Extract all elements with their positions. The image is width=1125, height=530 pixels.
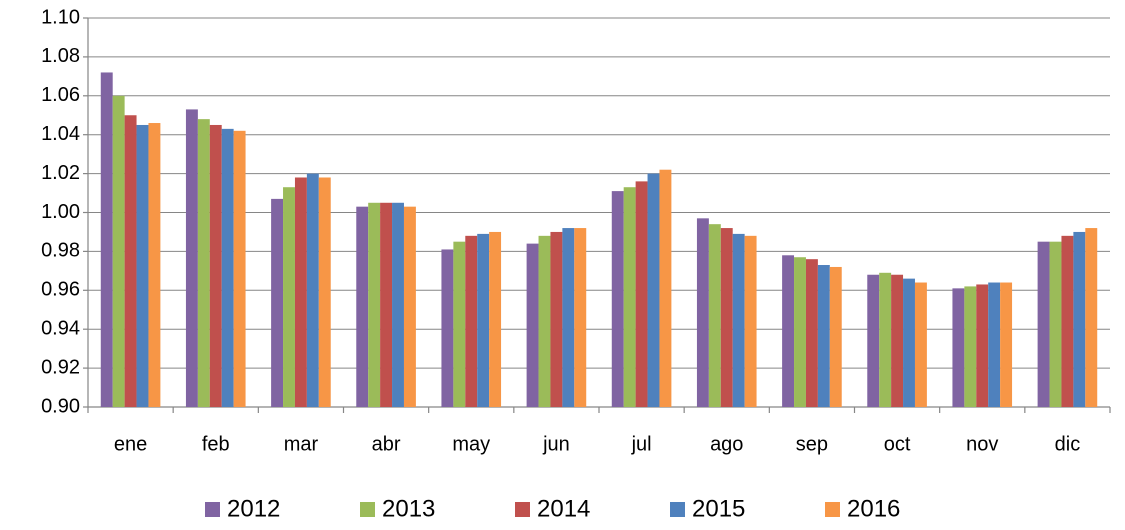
y-tick-label: 1.00: [41, 201, 80, 223]
y-tick-label: 0.94: [41, 317, 80, 339]
bar: [221, 128, 234, 408]
y-tick-label: 0.96: [41, 279, 80, 301]
bar: [318, 177, 331, 407]
bar: [720, 228, 733, 407]
legend-swatch: [515, 502, 530, 517]
bar: [148, 123, 161, 407]
bar: [964, 286, 977, 407]
bar: [914, 282, 927, 407]
bar: [976, 284, 989, 407]
bar: [635, 181, 648, 407]
y-tick-label: 1.06: [41, 84, 80, 106]
bar: [952, 288, 965, 407]
x-tick-label: feb: [202, 433, 230, 455]
bar: [538, 235, 551, 407]
bar: [185, 109, 198, 407]
legend-swatch: [670, 502, 685, 517]
bar: [867, 274, 880, 407]
x-tick-label: mar: [284, 433, 319, 455]
y-tick-label: 0.90: [41, 395, 80, 417]
bar: [100, 72, 113, 408]
bar: [271, 198, 284, 407]
bar: [356, 206, 369, 407]
bar: [696, 218, 709, 407]
y-tick-label: 1.08: [41, 45, 80, 67]
bar: [732, 233, 745, 407]
bar: [550, 231, 563, 407]
x-tick-label: jun: [542, 433, 570, 455]
bar: [794, 257, 806, 407]
x-tick-label: abr: [372, 433, 401, 455]
bar: [562, 228, 575, 407]
bar: [283, 187, 295, 407]
legend-label: 2014: [537, 495, 590, 522]
bar: [659, 169, 672, 407]
bar: [891, 274, 904, 407]
y-tick-label: 1.04: [41, 123, 80, 145]
bar: [1061, 235, 1074, 407]
bar: [744, 235, 757, 407]
y-tick-label: 0.98: [41, 240, 80, 262]
bar: [805, 259, 818, 407]
bar: [623, 187, 636, 407]
bar: [306, 173, 319, 407]
legend-swatch: [825, 502, 840, 517]
bar: [903, 278, 915, 407]
x-tick-label: may: [452, 433, 490, 455]
bar: [233, 130, 246, 407]
legend-label: 2013: [382, 495, 435, 522]
bar: [526, 243, 539, 407]
bar: [136, 124, 149, 407]
x-tick-label: oct: [884, 433, 911, 455]
bar: [112, 95, 125, 408]
bar: [611, 191, 624, 407]
x-tick-label: jul: [631, 433, 652, 455]
bar: [441, 249, 454, 407]
legend-label: 2015: [692, 495, 745, 522]
bar: [1085, 228, 1098, 407]
y-tick-label: 1.10: [41, 6, 80, 28]
bar: [124, 115, 137, 407]
bar: [708, 224, 721, 407]
bar: [465, 235, 478, 407]
bar: [574, 228, 587, 407]
bar: [647, 173, 660, 407]
y-tick-label: 1.02: [41, 162, 80, 184]
x-tick-label: sep: [796, 433, 828, 455]
x-tick-label: ago: [710, 433, 743, 455]
bar: [988, 282, 1001, 407]
x-tick-label: nov: [966, 433, 998, 455]
bar: [1073, 231, 1086, 407]
bar: [380, 202, 393, 407]
x-tick-label: ene: [114, 433, 147, 455]
legend-swatch: [205, 502, 220, 517]
bar: [392, 202, 404, 407]
legend-label: 2012: [227, 495, 280, 522]
bar: [294, 177, 307, 407]
legend-label: 2016: [847, 495, 900, 522]
bar: [879, 272, 892, 407]
bar: [197, 119, 210, 407]
bar: [477, 233, 490, 407]
bar: [403, 206, 416, 407]
bar: [368, 202, 381, 407]
bar: [1000, 282, 1013, 407]
y-tick-label: 0.92: [41, 356, 80, 378]
legend-swatch: [360, 502, 375, 517]
bar: [1049, 241, 1062, 407]
bar: [782, 255, 795, 407]
bar: [829, 266, 842, 407]
bar: [489, 231, 502, 407]
bar: [1037, 241, 1050, 407]
bar: [817, 265, 830, 407]
bar: [453, 241, 466, 407]
bar: [209, 124, 222, 407]
x-tick-label: dic: [1055, 433, 1081, 455]
